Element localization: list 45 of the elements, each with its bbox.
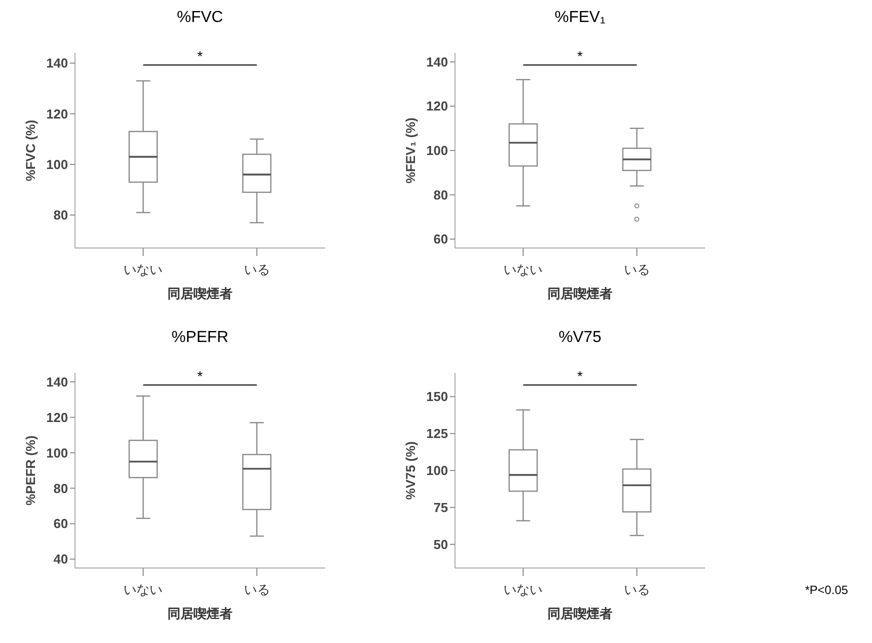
y-tick-label: 60 (54, 516, 68, 532)
y-tick-label: 80 (434, 187, 448, 202)
text: *P<0.05 (805, 583, 848, 597)
x-tick-label: いる (624, 262, 650, 277)
y-tick-label: 140 (46, 374, 68, 390)
chart-title: %V75 (558, 329, 602, 346)
y-tick-label: 60 (434, 232, 448, 247)
y-axis-title: %V75 (%) (403, 441, 418, 500)
x-tick-label: いない (504, 582, 543, 597)
x-tick-label: いない (124, 262, 163, 277)
y-tick-label: 100 (426, 463, 448, 478)
chart-title: %FVC (176, 9, 224, 26)
x-tick-label: いる (624, 582, 650, 597)
x-axis-title: 同居喫煙者 (168, 606, 232, 621)
annotation: * (197, 368, 204, 384)
y-axis-title: %PEFR (%) (23, 435, 38, 506)
y-axis-title: %FVC (%) (23, 120, 38, 182)
y-tick-label: 140 (46, 56, 68, 71)
y-tick-label: 75 (434, 500, 448, 515)
annotation: * (197, 48, 204, 64)
y-tick-label: 100 (46, 445, 68, 460)
x-tick-label: いない (504, 262, 543, 277)
x-tick-label: いる (244, 262, 270, 277)
y-tick-label: 120 (46, 410, 68, 425)
y-tick-label: 140 (426, 54, 448, 70)
annotation: * (577, 368, 584, 384)
x-tick-label: いる (244, 582, 270, 597)
x-axis-title: 同居喫煙者 (168, 286, 232, 301)
y-tick-label: 125 (426, 426, 448, 442)
chart-title: %FEV₁ (554, 9, 606, 26)
y-tick-label: 120 (426, 98, 448, 114)
x-tick-label: いない (124, 582, 163, 597)
y-tick-label: 120 (46, 106, 68, 122)
x-axis-title: 同居喫煙者 (548, 286, 612, 301)
chart-title: %PEFR (172, 329, 228, 346)
y-tick-label: 100 (46, 156, 68, 172)
x-axis-title: 同居喫煙者 (548, 606, 612, 621)
y-axis-title: %FEV₁ (%) (403, 117, 418, 184)
y-tick-label: 150 (426, 389, 448, 404)
y-tick-label: 80 (54, 208, 68, 223)
y-tick-label: 50 (434, 536, 448, 552)
y-tick-label: 80 (54, 480, 68, 496)
y-tick-label: 100 (426, 143, 448, 158)
y-tick-label: 40 (54, 552, 68, 567)
annotation: * (577, 48, 584, 64)
